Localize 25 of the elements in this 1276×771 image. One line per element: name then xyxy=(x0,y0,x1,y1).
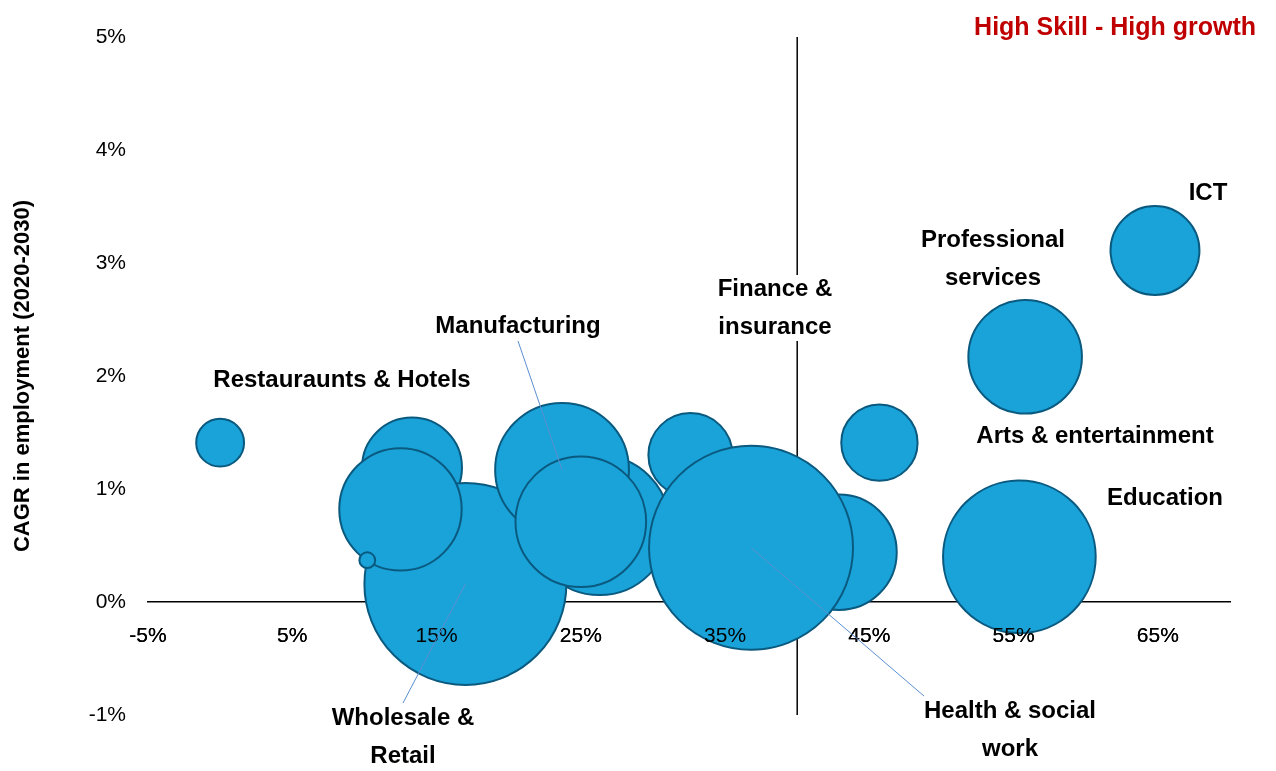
x-tick-label: 5% xyxy=(277,623,308,647)
y-tick-label: 2% xyxy=(95,362,126,386)
annotation: Health & social work xyxy=(923,695,1097,761)
annotation: High Skill - High growth xyxy=(974,11,1256,40)
x-tick-label: 15% xyxy=(415,623,458,647)
y-tick-label: 1% xyxy=(95,475,126,499)
x-tick-label: 35% xyxy=(704,623,747,647)
x-tick-label: 25% xyxy=(559,623,602,647)
y-axis-title: CAGR in employment (2020-2030) xyxy=(9,199,35,553)
x-tick-label: -5% xyxy=(129,623,167,647)
annotation: Finance & insurance xyxy=(717,273,833,339)
annotation: Education xyxy=(1106,482,1224,510)
annotation: Professional services xyxy=(920,224,1066,290)
annotation: Wholesale & Retail xyxy=(331,702,475,768)
annotation: Manufacturing xyxy=(435,310,601,338)
annotation: ICT xyxy=(1188,177,1228,205)
annotation: Arts & entertainment xyxy=(976,420,1214,448)
y-tick-label: 5% xyxy=(95,23,126,47)
y-tick-label: 4% xyxy=(95,136,126,160)
y-tick-label: 0% xyxy=(95,588,126,612)
x-tick-label: 65% xyxy=(1136,623,1179,647)
annotation: Restauraunts & Hotels xyxy=(213,364,471,392)
x-tick-label: 45% xyxy=(848,623,891,647)
y-tick-label: -1% xyxy=(88,701,126,725)
y-tick-label: 3% xyxy=(95,249,126,273)
